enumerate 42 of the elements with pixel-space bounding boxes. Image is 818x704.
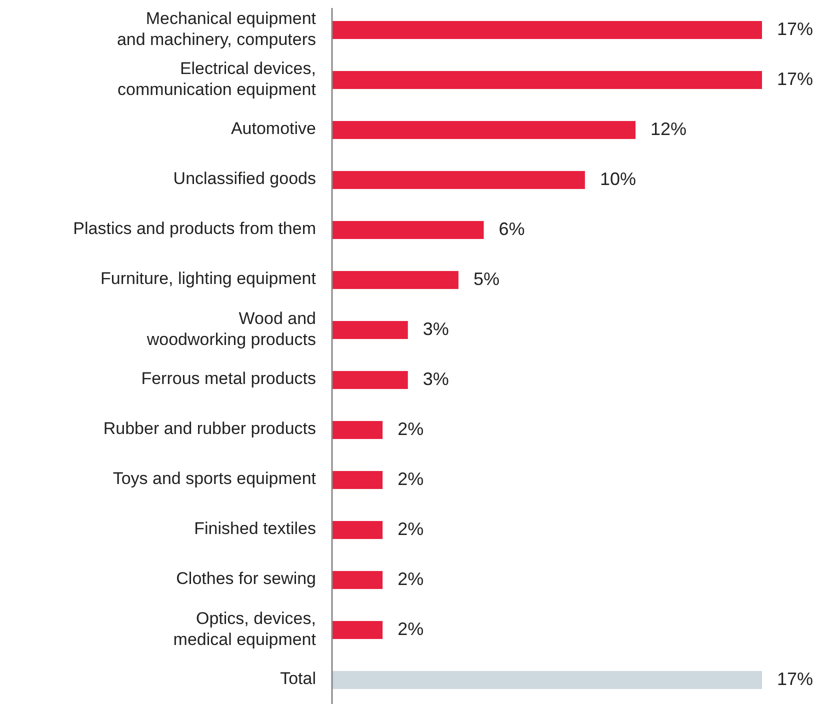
bar bbox=[332, 621, 383, 639]
y-tick-label: Rubber and rubber products bbox=[103, 419, 316, 438]
y-tick-label: Plastics and products from them bbox=[73, 219, 316, 238]
data-label: 17% bbox=[777, 668, 814, 689]
data-label: 10% bbox=[600, 168, 636, 189]
data-label: 3% bbox=[422, 368, 449, 389]
data-label: 2% bbox=[398, 418, 424, 439]
data-label: 2% bbox=[398, 618, 424, 639]
bar bbox=[332, 671, 762, 689]
bar bbox=[332, 321, 408, 339]
y-tick-label: Automotive bbox=[230, 119, 316, 138]
data-label: 2% bbox=[398, 468, 424, 489]
bar bbox=[332, 171, 585, 189]
data-label: 6% bbox=[498, 218, 525, 239]
data-label: 5% bbox=[473, 268, 500, 289]
y-tick-label: Mechanical equipment and machinery, computers bbox=[116, 9, 316, 50]
data-label: 12% bbox=[650, 118, 687, 139]
data-label: 3% bbox=[422, 318, 449, 339]
bar bbox=[332, 571, 383, 589]
data-label: 2% bbox=[398, 518, 424, 539]
y-tick-label: Finished textiles bbox=[194, 519, 316, 538]
bar bbox=[332, 121, 636, 139]
y-tick-label: Total bbox=[280, 669, 316, 688]
bar bbox=[332, 21, 762, 39]
data-label: 17% bbox=[777, 18, 814, 39]
bar bbox=[332, 221, 484, 239]
bar bbox=[332, 421, 383, 439]
y-tick-label: Optics, devices, medical equipment bbox=[173, 609, 316, 650]
y-tick-label: Clothes for sewing bbox=[176, 569, 316, 588]
y-tick-label: Wood and woodworking products bbox=[146, 309, 316, 350]
y-tick-label: Unclassified goods bbox=[173, 169, 316, 188]
data-label: 2% bbox=[398, 568, 424, 589]
bar bbox=[332, 371, 408, 389]
y-tick-label: Ferrous metal products bbox=[141, 369, 316, 388]
y-tick-label: Furniture, lighting equipment bbox=[100, 269, 316, 288]
bar bbox=[332, 71, 762, 89]
bar bbox=[332, 521, 383, 539]
y-tick-label: Toys and sports equipment bbox=[112, 469, 316, 488]
bar bbox=[332, 271, 458, 289]
bar bbox=[332, 471, 383, 489]
y-tick-label: Electrical devices, communication equipment bbox=[118, 59, 316, 100]
data-label: 17% bbox=[777, 68, 814, 89]
